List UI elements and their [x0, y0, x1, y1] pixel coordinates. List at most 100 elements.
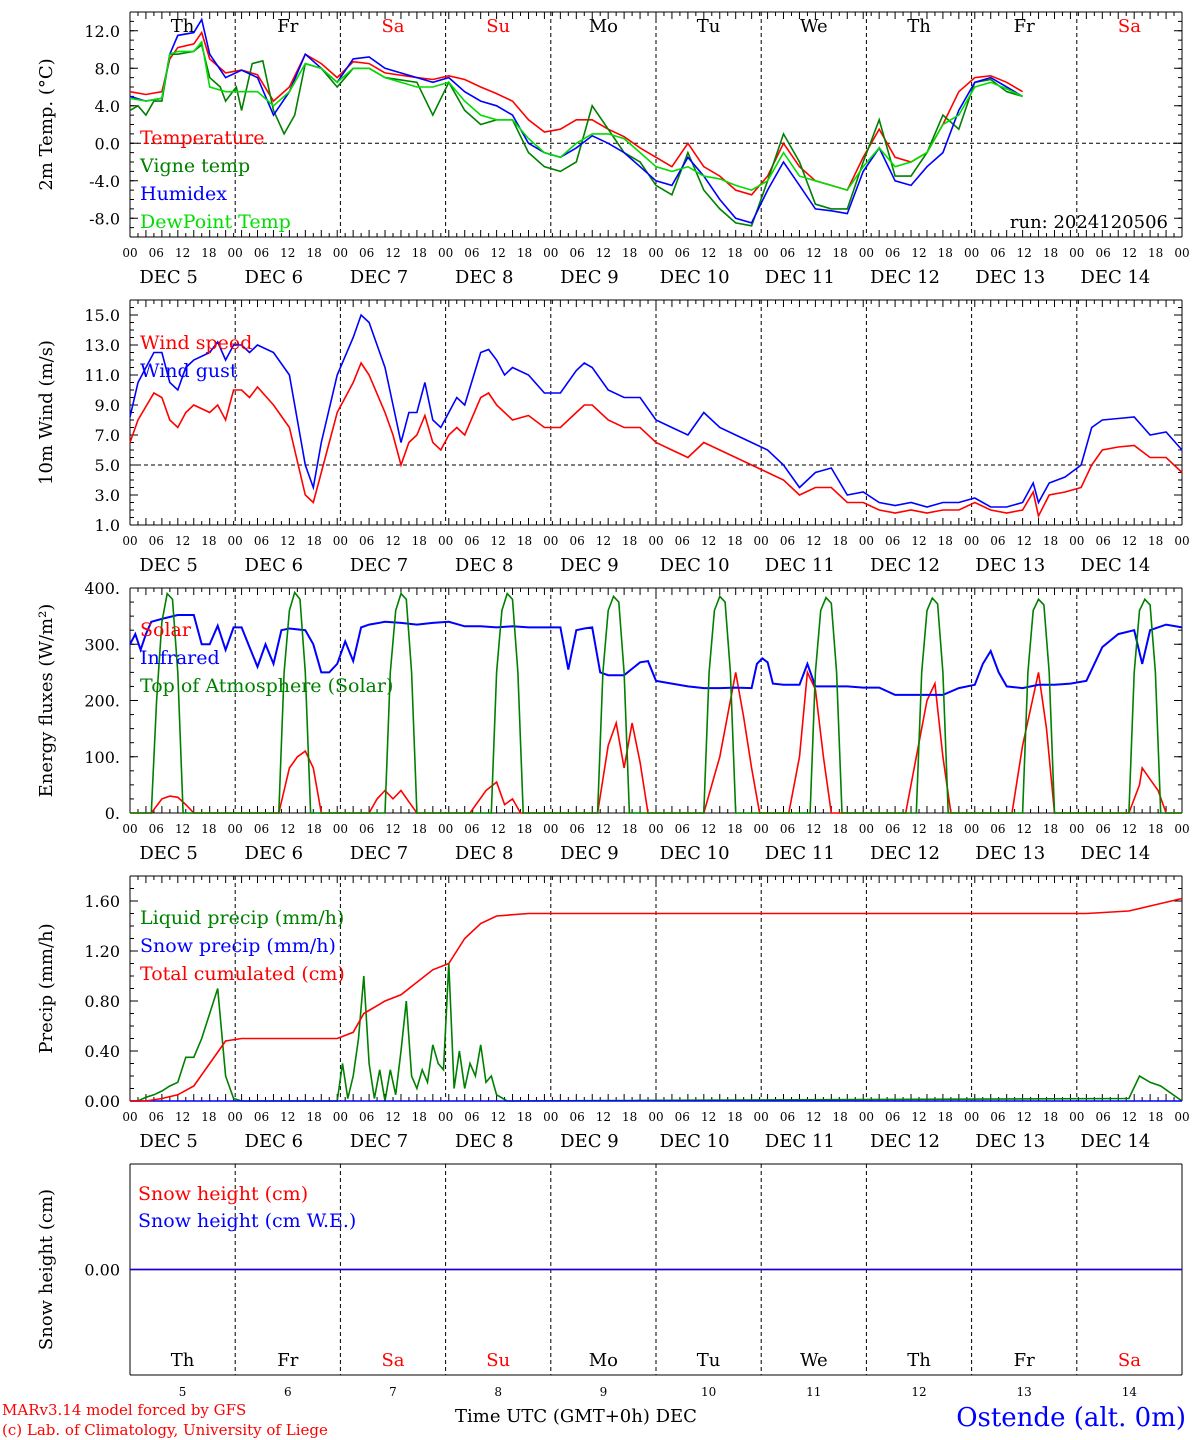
- day-number: 11: [806, 1385, 821, 1399]
- y-tick-label: 15.0: [84, 306, 120, 325]
- legend-entry: Snow height (cm): [138, 1183, 308, 1205]
- panel-precip: [129, 875, 1183, 1102]
- hour-label: 00: [964, 246, 979, 260]
- hour-label: 18: [622, 534, 637, 548]
- y-tick-label: 0.00: [84, 1261, 120, 1280]
- hour-label: 18: [938, 822, 953, 836]
- legend-entry: Wind gust: [140, 360, 238, 382]
- y-tick-label: 200.: [84, 692, 120, 711]
- date-label: DEC 12: [870, 555, 940, 576]
- hour-label: 00: [543, 246, 558, 260]
- day-number: 10: [701, 1385, 716, 1399]
- hour-label: 06: [149, 1110, 164, 1124]
- y-tick-label: 5.0: [95, 456, 120, 475]
- date-label: DEC 5: [139, 1131, 198, 1152]
- date-label: DEC 12: [870, 1131, 940, 1152]
- series-line-wind-gust: [129, 313, 1183, 508]
- model-line: MARv3.14 model forced by GFS: [2, 1401, 247, 1419]
- hour-label: 18: [306, 822, 321, 836]
- hour-label: 00: [754, 1110, 769, 1124]
- hour-label: 00: [859, 1110, 874, 1124]
- hour-label: 00: [648, 246, 663, 260]
- y-axis-label: Energy fluxes (W/m²): [36, 604, 57, 798]
- y-tick-label: 0.0: [95, 134, 120, 153]
- day-name: Fr: [1014, 1350, 1035, 1371]
- hour-label: 18: [306, 534, 321, 548]
- hour-label: 06: [885, 1110, 900, 1124]
- legend-entry: Liquid precip (mm/h): [140, 907, 344, 929]
- date-label: DEC 10: [660, 843, 730, 864]
- hour-label: 06: [359, 1110, 374, 1124]
- hour-label: 12: [280, 246, 295, 260]
- day-name: We: [800, 1350, 828, 1371]
- hour-label: 06: [675, 1110, 690, 1124]
- hour-label: 06: [254, 534, 269, 548]
- hour-label: 18: [1148, 246, 1163, 260]
- day-name: Th: [907, 1350, 931, 1371]
- hour-label: 06: [359, 534, 374, 548]
- hour-label: 00: [228, 534, 243, 548]
- hour-label: 06: [569, 246, 584, 260]
- hour-label: 00: [964, 534, 979, 548]
- day-name: Tu: [697, 16, 721, 37]
- hour-label: 00: [1174, 822, 1189, 836]
- hour-label: 18: [1148, 822, 1163, 836]
- hour-label: 18: [622, 1110, 637, 1124]
- hour-label: 12: [701, 534, 716, 548]
- day-name: Th: [171, 16, 195, 37]
- date-label: DEC 13: [975, 843, 1045, 864]
- hour-label: 00: [333, 822, 348, 836]
- hour-label: 00: [228, 246, 243, 260]
- hour-label: 18: [1043, 246, 1058, 260]
- hour-label: 12: [1017, 822, 1032, 836]
- y-tick-label: -8.0: [89, 209, 120, 228]
- hour-label: 18: [938, 534, 953, 548]
- hour-label: 18: [517, 246, 532, 260]
- legend-entry: Snow height (cm W.E.): [138, 1210, 356, 1232]
- hour-label: 06: [569, 822, 584, 836]
- hour-label: 06: [675, 534, 690, 548]
- hour-label: 12: [280, 534, 295, 548]
- date-label: DEC 6: [245, 843, 304, 864]
- hour-label: 06: [1095, 1110, 1110, 1124]
- y-axis-label: 2m Temp. (°C): [36, 58, 57, 190]
- day-number: 12: [911, 1385, 926, 1399]
- hour-label: 12: [701, 1110, 716, 1124]
- y-tick-label: 400.: [84, 579, 120, 598]
- hour-label: 18: [832, 246, 847, 260]
- hour-label: 12: [701, 822, 716, 836]
- hour-label: 12: [280, 822, 295, 836]
- day-name: Mo: [589, 1350, 618, 1371]
- day-name: Mo: [589, 16, 618, 37]
- date-label: DEC 14: [1080, 267, 1150, 288]
- hour-label: 12: [385, 822, 400, 836]
- day-number: 5: [179, 1385, 187, 1399]
- hour-label: 00: [648, 822, 663, 836]
- hour-label: 12: [806, 534, 821, 548]
- hour-label: 12: [491, 1110, 506, 1124]
- hour-label: 12: [1122, 822, 1137, 836]
- hour-label: 06: [990, 1110, 1005, 1124]
- month-label: DEC: [655, 1406, 697, 1427]
- hour-label: 18: [412, 534, 427, 548]
- panel-snow: [129, 1163, 1183, 1376]
- date-label: DEC 10: [660, 555, 730, 576]
- hour-label: 06: [1095, 822, 1110, 836]
- day-name: Fr: [277, 16, 298, 37]
- legend-entry: Solar: [140, 619, 192, 641]
- hour-label: 00: [1174, 534, 1189, 548]
- hour-label: 06: [359, 822, 374, 836]
- hour-label: 18: [1043, 1110, 1058, 1124]
- hour-label: 00: [1069, 534, 1084, 548]
- hour-label: 12: [491, 822, 506, 836]
- hour-label: 12: [596, 1110, 611, 1124]
- date-label: DEC 14: [1080, 843, 1150, 864]
- hour-label: 18: [201, 822, 216, 836]
- hour-label: 12: [911, 1110, 926, 1124]
- hour-label: 12: [1122, 246, 1137, 260]
- hour-label: 06: [885, 534, 900, 548]
- date-label: DEC 7: [350, 555, 409, 576]
- y-tick-label: 0.40: [84, 1042, 120, 1061]
- hour-label: 12: [491, 534, 506, 548]
